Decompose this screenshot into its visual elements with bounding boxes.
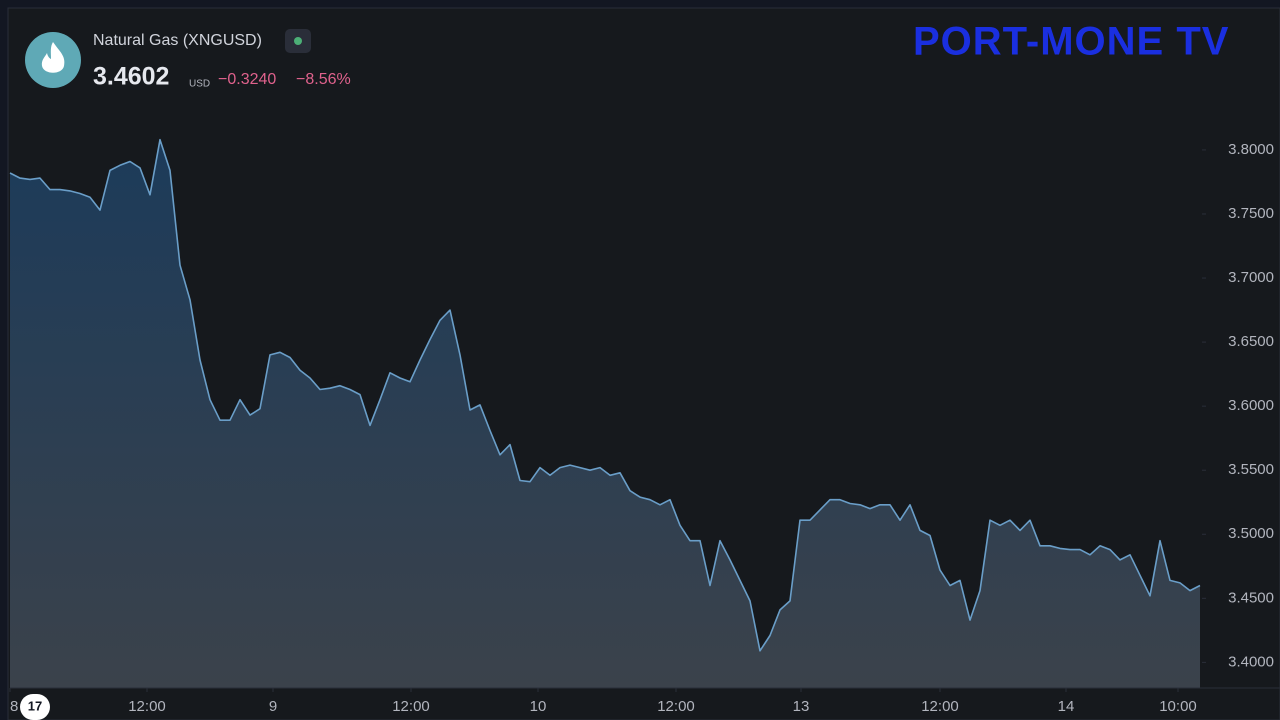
x-tick-label: 8 (10, 698, 18, 715)
x-tick-label: 14 (1058, 698, 1075, 715)
y-tick-label: 3.6000 (1228, 397, 1274, 414)
x-tick-label: 13 (793, 698, 810, 715)
y-tick-label: 3.5500 (1228, 461, 1274, 478)
flame-icon (41, 42, 65, 73)
status-dot (294, 37, 302, 45)
instrument-name: Natural Gas (XNGUSD) (93, 32, 262, 49)
tv-badge-mark: 17 (28, 698, 42, 713)
x-tick-label: 12:00 (921, 698, 959, 715)
y-tick-label: 3.8000 (1228, 141, 1274, 158)
y-tick-label: 3.5000 (1228, 525, 1274, 542)
x-tick-label: 9 (269, 698, 277, 715)
tv-badge (20, 694, 50, 720)
x-tick-label: 10:00 (1159, 698, 1197, 715)
y-tick-label: 3.4500 (1228, 589, 1274, 606)
price: 3.4602 (93, 63, 169, 91)
y-tick-label: 3.7500 (1228, 205, 1274, 222)
currency: USD (189, 79, 210, 90)
x-tick-label: 12:00 (128, 698, 166, 715)
y-tick-label: 3.4000 (1228, 653, 1274, 670)
x-tick-label: 12:00 (392, 698, 430, 715)
price-change-percent: −8.56% (296, 71, 351, 88)
logo: PORT-MONE TV (913, 20, 1229, 64)
y-tick-label: 3.7000 (1228, 269, 1274, 286)
x-tick-label: 10 (530, 698, 547, 715)
y-tick-label: 3.6500 (1228, 333, 1274, 350)
area-fill (10, 139, 1200, 688)
plot-area: 3.4000 3.4500 3.5000 3.5500 3.6000 3.6500 3.70… (9, 138, 1280, 715)
price-line (9, 138, 1201, 652)
price-change: −0.3240 (218, 71, 276, 88)
x-tick-label: 12:00 (657, 698, 695, 715)
